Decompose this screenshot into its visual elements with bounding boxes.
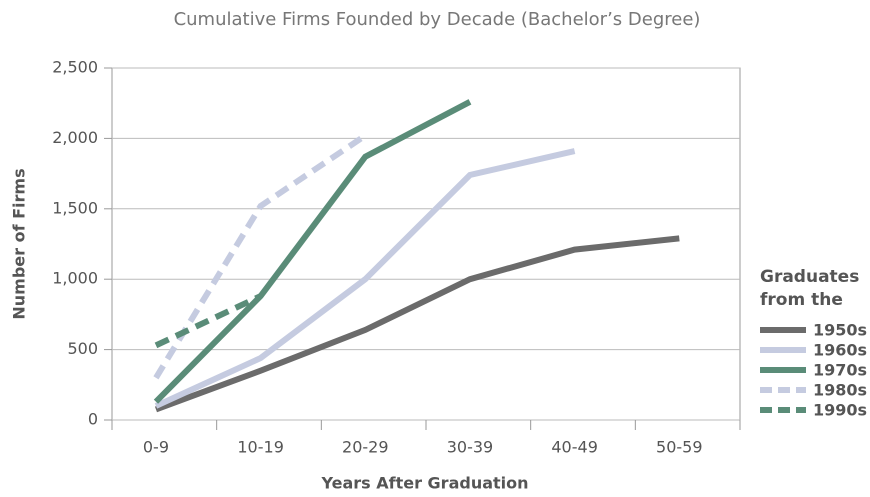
legend-title: Graduates from the bbox=[760, 267, 860, 310]
legend-label: 1990s bbox=[813, 401, 867, 420]
y-axis-label: Number of Firms bbox=[10, 168, 29, 319]
x-tick-label: 30-39 bbox=[447, 438, 494, 457]
x-tick-label: 50-59 bbox=[656, 438, 703, 457]
y-tick-label: 2,000 bbox=[52, 128, 98, 147]
series-line bbox=[154, 235, 680, 413]
y-tick-label: 1,500 bbox=[52, 198, 98, 217]
y-tick-label: 1,000 bbox=[52, 269, 98, 288]
legend-label: 1980s bbox=[813, 381, 867, 400]
x-tick-label: 40-49 bbox=[551, 438, 598, 457]
y-tick-label: 0 bbox=[88, 410, 98, 429]
chart-title: Cumulative Firms Founded by Decade (Bach… bbox=[174, 9, 701, 30]
legend-label: 1950s bbox=[813, 321, 867, 340]
x-tick-label: 10-19 bbox=[237, 438, 284, 457]
series-line bbox=[154, 148, 576, 409]
legend-label: 1970s bbox=[813, 361, 867, 380]
x-tick-label: 0-9 bbox=[143, 438, 169, 457]
y-tick-label: 500 bbox=[67, 339, 98, 358]
series-line bbox=[153, 133, 367, 380]
y-tick-label: 2,500 bbox=[52, 58, 98, 77]
x-tick-label: 20-29 bbox=[342, 438, 389, 457]
series-line bbox=[153, 99, 472, 404]
legend-label: 1960s bbox=[813, 341, 867, 360]
series-line bbox=[154, 293, 262, 349]
x-axis-label: Years After Graduation bbox=[320, 474, 528, 493]
